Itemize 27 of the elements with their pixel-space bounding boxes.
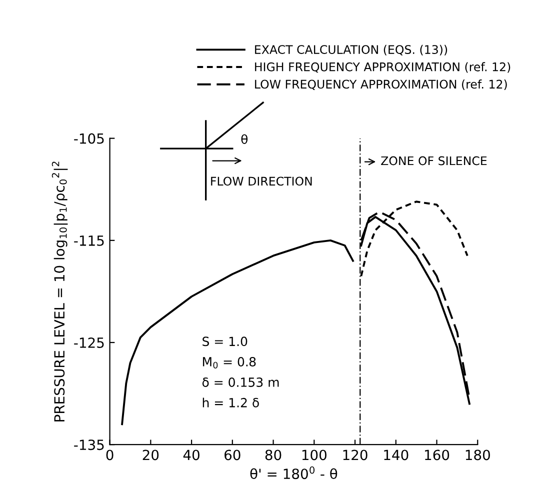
x-tick-label: 140 <box>384 450 408 460</box>
legend-label: LOW FREQUENCY APPROXIMATION (ref. 12) <box>255 80 507 90</box>
annotation: FLOW DIRECTION <box>211 176 312 186</box>
y-tick-label: -115 <box>74 236 104 246</box>
x-tick-label: 160 <box>425 450 450 460</box>
legend-label: EXACT CALCULATION (EQS. (13)) <box>255 44 448 56</box>
x-tick-label: 120 <box>343 450 368 460</box>
x-axis-title: θ' = 180$^{0}$ - θ <box>250 466 338 480</box>
annotation: M$_{0}$ = 0.8 <box>202 357 256 368</box>
x-tick-label: 40 <box>183 450 200 460</box>
x-tick-label: 80 <box>265 450 282 460</box>
text: PRESSURE LEVEL = 10 log$_{10}$|p$_{1}$/ρc$_{0}$$^{2}$|$^{2}$ <box>52 162 68 422</box>
x-tick-label: 60 <box>224 450 240 460</box>
x-tick-label: 20 <box>142 450 159 460</box>
x-tick-label: 180 <box>466 450 490 460</box>
x-tick-label: 0 <box>106 450 114 460</box>
y-tick-label: -135 <box>74 440 104 450</box>
annotation: δ = 0.153 m <box>202 378 279 387</box>
annotation: θ <box>241 134 248 144</box>
annotation: S = 1.0 <box>202 336 248 346</box>
y-tick-label: -125 <box>74 337 104 348</box>
annotation: h = 1.2 δ <box>202 398 259 408</box>
ref-line-label: ZONE OF SILENCE <box>381 156 487 166</box>
line-series <box>121 239 354 426</box>
y-tick-label: -105 <box>74 133 104 144</box>
legend-label: HIGH FREQUENCY APPROXIMATION (ref. 12) <box>255 62 510 73</box>
x-tick-label: 100 <box>302 450 326 460</box>
